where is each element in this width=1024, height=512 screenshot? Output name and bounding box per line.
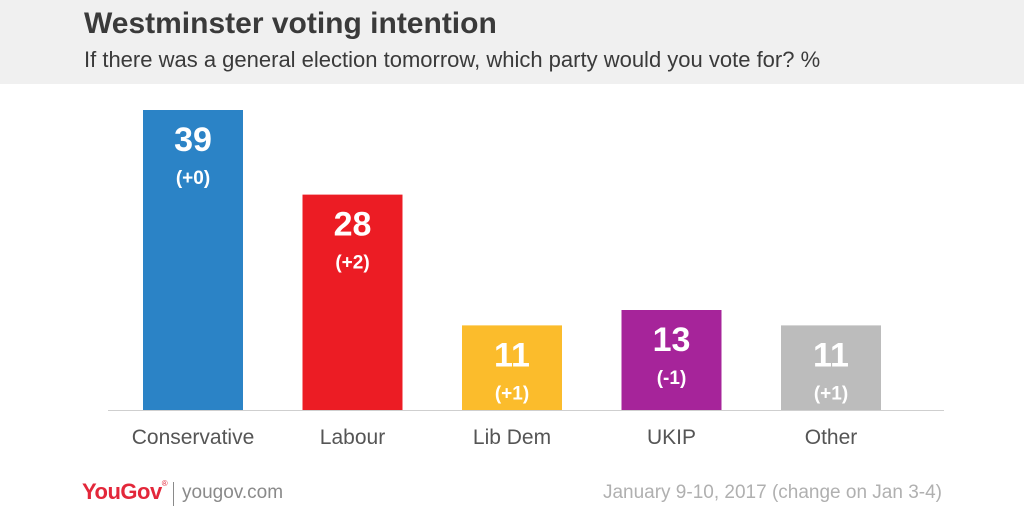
bar-other <box>781 325 881 410</box>
category-label: Conservative <box>132 426 255 449</box>
data-label-change: (-1) <box>657 368 687 389</box>
bar-ukip <box>621 310 722 410</box>
category-label: UKIP <box>647 426 696 449</box>
date-note: January 9-10, 2017 (change on Jan 3-4) <box>602 482 942 503</box>
data-label-change: (+1) <box>814 383 848 404</box>
bar-lib-dem <box>462 325 562 410</box>
footer: YouGov® yougov.com January 9-10, 2017 (c… <box>0 474 1024 512</box>
category-label: Lib Dem <box>473 426 551 449</box>
header-band: Westminster voting intention If there wa… <box>0 0 1024 84</box>
logo-text: YouGov <box>82 479 162 504</box>
data-label-change: (+2) <box>335 253 369 274</box>
logo-registered-mark: ® <box>161 479 168 488</box>
chart-title: Westminster voting intention <box>84 7 497 40</box>
chart-subtitle: If there was a general election tomorrow… <box>84 47 821 72</box>
data-label-value: 11 <box>494 336 530 374</box>
data-label-change: (+0) <box>176 168 210 189</box>
category-label: Other <box>805 426 858 449</box>
data-label-value: 39 <box>174 121 212 159</box>
bar-conservative <box>143 110 243 410</box>
bar-chart: 39 (+0) Conservative 28 (+2) Labour 11 (+1) Lib … <box>108 110 944 449</box>
yougov-logo: YouGov® <box>82 479 168 505</box>
data-label-value: 28 <box>334 206 372 244</box>
bar-labour <box>302 194 403 410</box>
data-label-value: 13 <box>653 321 691 359</box>
category-label: Labour <box>320 426 385 449</box>
logo-divider <box>173 482 174 506</box>
data-label-change: (+1) <box>495 383 529 404</box>
data-label-value: 11 <box>813 336 849 374</box>
site-link[interactable]: yougov.com <box>182 482 284 503</box>
